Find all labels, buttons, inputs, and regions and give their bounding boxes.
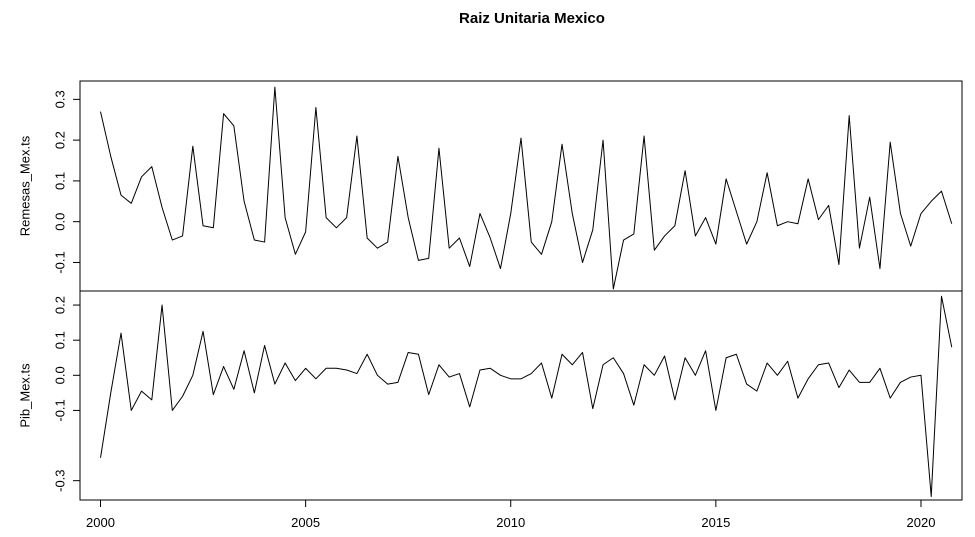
x-tick-label: 2005 (291, 515, 320, 530)
panel-2: -0.3 -0.1 0.0 0.1 0.2 Pib_Mex.ts (18, 290, 963, 501)
y-tick-label: 0.0 (53, 213, 68, 231)
y-tick-label: -0.1 (53, 399, 68, 421)
panel-frame (79, 80, 963, 292)
y-tick-label: 0.3 (53, 90, 68, 108)
x-tick-label: 2000 (86, 515, 115, 530)
series-line (100, 86, 953, 290)
y-tick-label: -0.3 (53, 469, 68, 491)
chart-title: Raiz Unitaria Mexico (459, 10, 605, 27)
x-tick-label: 2010 (496, 515, 525, 530)
y-tick-label: 0.1 (53, 331, 68, 349)
y-axis-label: Pib_Mex.ts (18, 363, 33, 428)
panel-1: -0.1 0.0 0.1 0.2 0.3 Remesas_Mex.ts (18, 80, 963, 292)
series-line (100, 295, 953, 497)
y-tick-label: 0.2 (53, 296, 68, 314)
y-tick-label: 0.0 (53, 366, 68, 384)
x-tick-label: 2015 (701, 515, 730, 530)
y-tick-label: -0.1 (53, 251, 68, 273)
y-axis-label: Remesas_Mex.ts (18, 135, 33, 236)
x-axis: 2000 2005 2010 2015 2020 (86, 499, 936, 530)
panels: -0.1 0.0 0.1 0.2 0.3 Remesas_Mex.ts -0.3 -0.1 0.… (18, 80, 963, 501)
x-tick-label: 2020 (907, 515, 936, 530)
panel-frame (79, 290, 963, 501)
y-tick-label: 0.1 (53, 172, 68, 190)
y-tick-label: 0.2 (53, 131, 68, 149)
